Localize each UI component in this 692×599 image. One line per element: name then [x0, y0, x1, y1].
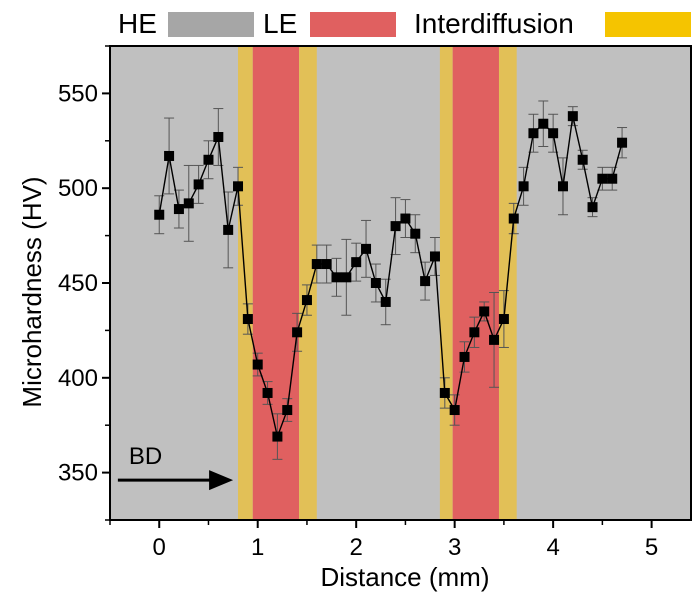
data-point	[154, 209, 165, 220]
data-point	[252, 359, 263, 370]
data-point	[223, 224, 234, 235]
data-point	[370, 278, 381, 288]
data-point	[498, 314, 509, 325]
legend-label-he: HE	[118, 8, 157, 39]
data-point	[459, 351, 470, 362]
data-point	[449, 405, 460, 416]
data-point	[242, 314, 253, 325]
data-point	[439, 387, 450, 398]
data-point	[557, 181, 568, 192]
region-interdiffusion-3	[299, 46, 317, 520]
data-point	[538, 118, 549, 129]
data-point	[203, 154, 214, 165]
legend-label-le: LE	[263, 8, 297, 39]
y-axis-ticks: 350 400 450 500 550	[58, 45, 110, 521]
data-point	[173, 204, 184, 215]
legend-swatch-le	[310, 12, 396, 37]
y-tick-label: 400	[58, 365, 98, 392]
data-point	[607, 173, 618, 184]
data-point	[351, 257, 362, 268]
data-point	[617, 137, 628, 148]
y-tick-label: 550	[58, 80, 98, 107]
data-point	[597, 173, 608, 184]
data-point	[420, 276, 431, 287]
data-point	[233, 181, 244, 192]
y-tick-label: 500	[58, 175, 98, 202]
data-point	[282, 405, 293, 416]
legend-swatch-interdiffusion	[605, 12, 691, 37]
data-point	[331, 272, 342, 283]
region-interdiffusion-4	[439, 46, 453, 520]
data-point	[508, 213, 519, 224]
region-bands	[110, 46, 691, 520]
data-point	[361, 243, 372, 254]
data-point	[479, 306, 490, 317]
x-tick-label: 2	[350, 534, 363, 561]
data-point	[164, 150, 175, 161]
data-point	[469, 327, 480, 338]
data-point	[400, 213, 411, 224]
x-tick-label: 1	[251, 534, 264, 561]
data-point	[193, 179, 204, 190]
x-tick-label: 3	[448, 534, 461, 561]
legend-swatch-he	[168, 12, 254, 37]
y-axis-title: Microhardness (HV)	[17, 176, 47, 407]
data-point	[548, 128, 559, 139]
x-tick-label: 0	[153, 534, 166, 561]
x-axis-title: Distance (mm)	[320, 562, 489, 592]
bd-arrow-head	[209, 470, 234, 491]
data-point	[272, 431, 283, 442]
build-direction-annotation: BD	[117, 443, 234, 491]
data-point	[341, 272, 352, 283]
data-point	[183, 198, 194, 209]
data-point	[390, 221, 401, 232]
x-tick-label: 4	[546, 534, 559, 561]
x-axis-ticks: 0 1 2 3 4 5	[109, 520, 658, 561]
data-point	[587, 202, 598, 213]
data-point	[292, 327, 303, 338]
data-point	[311, 259, 322, 270]
y-tick-label: 450	[58, 270, 98, 297]
data-point	[577, 154, 588, 165]
data-point	[528, 128, 539, 139]
data-markers	[154, 111, 628, 442]
data-point	[518, 181, 529, 192]
data-point	[262, 387, 273, 398]
y-tick-label: 350	[58, 460, 98, 487]
legend: HE LE Interdiffusion	[118, 8, 691, 39]
x-tick-label: 5	[645, 534, 658, 561]
bd-label: BD	[129, 443, 162, 470]
data-point	[489, 334, 500, 345]
data-point	[321, 259, 332, 270]
region-le-2	[252, 46, 300, 520]
region-he-0	[110, 46, 691, 520]
data-point	[567, 111, 578, 122]
data-point	[380, 296, 391, 307]
legend-label-interdiffusion: Interdiffusion	[414, 8, 574, 39]
data-point	[301, 295, 312, 306]
data-point	[410, 228, 421, 239]
region-le-5	[452, 46, 499, 520]
data-point	[213, 132, 224, 143]
data-point	[429, 251, 440, 262]
